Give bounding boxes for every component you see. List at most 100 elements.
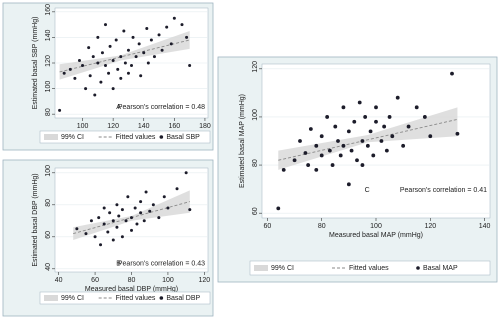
- data-point: [81, 64, 85, 68]
- data-point: [108, 211, 112, 215]
- data-point: [401, 143, 406, 148]
- data-point: [188, 64, 192, 68]
- data-point: [124, 219, 128, 223]
- data-point: [111, 87, 115, 91]
- data-point: [428, 134, 433, 139]
- data-point: [414, 105, 419, 110]
- data-point: [146, 61, 150, 65]
- y-tick-label: 100: [45, 81, 52, 93]
- y-axis-label: Estimated basal DBP (mmHg): [32, 173, 39, 266]
- legend-swatch-ci: [44, 134, 58, 140]
- data-point: [360, 139, 365, 143]
- data-point: [84, 87, 88, 91]
- x-tick-label: 80: [128, 277, 136, 284]
- x-axis-label: Measured basal MAP (mmHg): [329, 232, 423, 239]
- data-point: [188, 208, 192, 212]
- data-point: [93, 93, 97, 97]
- y-tick-label: 80: [252, 159, 259, 167]
- x-tick-label: 120: [199, 277, 211, 284]
- x-tick-label: 60: [91, 277, 99, 284]
- legend-label: Fitted values: [349, 265, 389, 272]
- x-tick-label: 140: [479, 223, 491, 230]
- legend-label: Basal MAP: [423, 265, 458, 272]
- data-point: [68, 67, 72, 71]
- data-point: [106, 230, 110, 234]
- legend-box: [39, 291, 211, 305]
- y-tick-label: 100: [45, 165, 52, 177]
- legend-label: 99% CI: [61, 134, 84, 141]
- data-point: [77, 58, 81, 62]
- x-tick-label: 100: [370, 223, 382, 230]
- data-point: [100, 51, 104, 55]
- data-point: [126, 71, 130, 75]
- correlation-annotation: Pearson's correlation = 0.48: [118, 104, 205, 111]
- data-point: [319, 153, 324, 158]
- data-point: [111, 219, 115, 223]
- data-point: [131, 35, 135, 39]
- x-tick-label: 120: [107, 123, 119, 130]
- data-point: [96, 35, 100, 39]
- data-point: [148, 209, 152, 213]
- legend-swatch-ci: [254, 265, 268, 271]
- data-point: [341, 143, 346, 148]
- data-point: [346, 182, 351, 187]
- data-point: [384, 148, 389, 153]
- legend-label: 99% CI: [61, 295, 84, 302]
- y-tick-label: 100: [252, 109, 259, 121]
- data-point: [88, 74, 92, 78]
- data-point: [355, 158, 359, 163]
- x-tick-label: 40: [55, 277, 63, 284]
- data-point: [365, 143, 370, 148]
- data-point: [135, 222, 139, 226]
- legend-label: Basal DBP: [166, 295, 200, 302]
- data-point: [115, 225, 119, 229]
- data-point: [111, 58, 115, 62]
- data-point: [455, 131, 460, 136]
- data-point: [102, 206, 106, 210]
- data-point: [134, 55, 138, 59]
- data-point: [120, 208, 124, 212]
- data-point: [119, 76, 123, 80]
- panel: 80100120140160100120140160180Measured ba…: [2, 2, 214, 151]
- data-point: [144, 190, 148, 194]
- y-tick-label: 40: [45, 263, 52, 271]
- data-point: [149, 38, 153, 42]
- data-point: [349, 148, 354, 153]
- data-point: [139, 74, 143, 78]
- data-point: [96, 61, 100, 65]
- data-point: [387, 115, 392, 119]
- data-point: [117, 214, 121, 218]
- data-point: [180, 23, 184, 27]
- data-point: [333, 124, 338, 129]
- legend-label: 99% CI: [271, 265, 294, 272]
- data-point: [368, 129, 373, 134]
- data-point: [130, 228, 133, 232]
- correlation-annotation: Pearson's correlation = 0.43: [118, 261, 205, 268]
- data-point: [87, 46, 91, 50]
- data-point: [371, 153, 376, 158]
- data-point: [99, 243, 103, 247]
- legend-label: Basal SBP: [166, 134, 200, 141]
- data-point: [111, 238, 115, 242]
- panel-label: C: [365, 187, 370, 194]
- data-point: [406, 124, 411, 129]
- correlation-annotation: Pearson's correlation = 0.41: [400, 187, 487, 194]
- data-point: [352, 119, 357, 124]
- data-point: [379, 139, 384, 143]
- data-point: [330, 163, 335, 167]
- data-point: [115, 203, 119, 207]
- ci-band: [59, 31, 190, 80]
- legend-swatch-point: [416, 266, 420, 270]
- panel: 40 60 80 100 40 60 80 100 120 Measured basal DBP …: [2, 159, 214, 317]
- data-point: [133, 206, 137, 210]
- y-tick-label: 140: [45, 29, 52, 41]
- data-point: [327, 148, 332, 153]
- data-point: [103, 23, 107, 27]
- data-point: [298, 139, 302, 143]
- data-point: [126, 195, 130, 199]
- y-tick-label: 80: [45, 199, 52, 207]
- data-point: [139, 200, 143, 204]
- data-point: [336, 139, 340, 143]
- data-point: [120, 235, 124, 239]
